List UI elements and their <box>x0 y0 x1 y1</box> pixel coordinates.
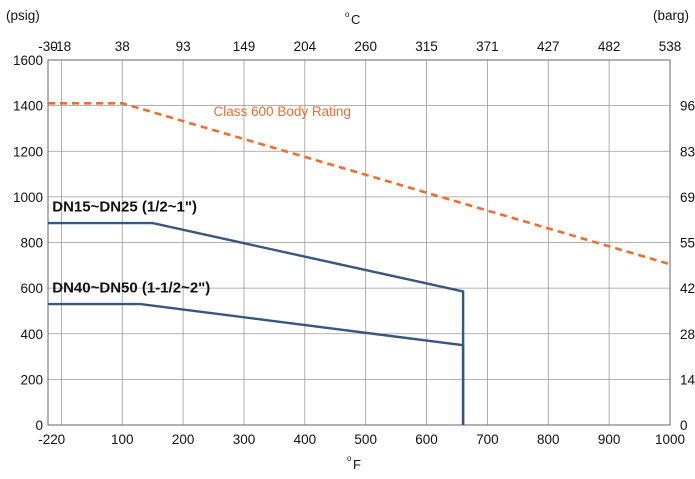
x-bottom-tick-label: 200 <box>172 432 195 447</box>
y-left-tick-label: 1600 <box>13 53 43 68</box>
y-right-tick-label: 69 <box>680 190 695 205</box>
x-top-tick-label: 315 <box>415 39 438 54</box>
y-left-tick-label: 400 <box>20 327 43 342</box>
x-top-tick-label: 260 <box>354 39 377 54</box>
series-line-3 <box>48 302 465 425</box>
y-right-tick-label: 96 <box>680 99 695 114</box>
class-600-rating-label: Class 600 Body Rating <box>214 104 351 119</box>
grid <box>48 60 670 425</box>
x-top-tick-label: 149 <box>233 39 256 54</box>
x-bottom-tick-label: 700 <box>476 432 499 447</box>
bottom-unit-letter: F <box>353 457 361 472</box>
x-bottom-tick-label: 500 <box>354 432 377 447</box>
x-bottom-tick-label: 1000 <box>655 432 685 447</box>
series-label-2: DN40~DN50 (1-1/2~2") <box>52 280 210 297</box>
y-right-tick-label: 0 <box>680 418 688 433</box>
top-unit-letter: C <box>351 12 360 27</box>
series-label-1: DN15~DN25 (1/2~1") <box>52 199 197 216</box>
x-top-tick-label: 204 <box>294 39 317 54</box>
x-bottom-tick-label: 800 <box>537 432 560 447</box>
y-left-tick-label: 0 <box>35 418 43 433</box>
y-right-tick-label: 42 <box>680 281 695 296</box>
x-bottom-tick-label: 0 <box>58 432 66 447</box>
y-right-tick-label: 28 <box>680 327 695 342</box>
plot-frame <box>47 59 671 426</box>
annotations: Class 600 Body Rating DN15~DN25 (1/2~1") D… <box>52 104 351 297</box>
bottom-unit-degree: o <box>347 454 352 463</box>
x-top-tick-label: 427 <box>537 39 560 54</box>
series-line-1 <box>48 102 671 266</box>
bottom-axis-unit: o F <box>347 454 361 472</box>
x-bottom-tick-label: 600 <box>415 432 438 447</box>
y-right-tick-label: 55 <box>680 236 695 251</box>
top-unit-degree: o <box>345 10 350 19</box>
x-top-tick-label: 482 <box>598 39 621 54</box>
left-axis-unit: (psig) <box>6 8 40 23</box>
y-left-tick-label: 1000 <box>13 190 43 205</box>
x-top-tick-label: 371 <box>476 39 499 54</box>
right-axis-unit: (barg) <box>653 8 689 23</box>
x-top-tick-label: 538 <box>659 39 682 54</box>
x-bottom-tick-label: -22 <box>38 432 58 447</box>
x-top-tick-label: 38 <box>115 39 130 54</box>
x-top-tick-label: -30 <box>38 39 58 54</box>
top-axis-unit: o C <box>345 10 360 27</box>
y-left-tick-label: 800 <box>20 236 43 251</box>
tick-labels: -22 0 100 200 300 400 500 600 700 800 900 1000-30-1… <box>13 39 695 447</box>
plot-border <box>47 59 671 426</box>
x-bottom-tick-label: 400 <box>294 432 317 447</box>
x-top-tick-label: 93 <box>176 39 191 54</box>
x-bottom-tick-label: 900 <box>598 432 621 447</box>
series-line-2 <box>48 221 465 425</box>
x-bottom-tick-label: 100 <box>111 432 134 447</box>
x-top-tick-label: -18 <box>52 39 72 54</box>
x-bottom-tick-label: 300 <box>233 432 256 447</box>
y-left-tick-label: 600 <box>20 281 43 296</box>
y-left-tick-label: 1400 <box>13 99 43 114</box>
y-left-tick-label: 200 <box>20 372 43 387</box>
y-right-tick-label: 14 <box>680 372 695 387</box>
series-group <box>48 102 671 425</box>
y-right-tick-label: 83 <box>680 144 695 159</box>
y-left-tick-label: 1200 <box>13 144 43 159</box>
